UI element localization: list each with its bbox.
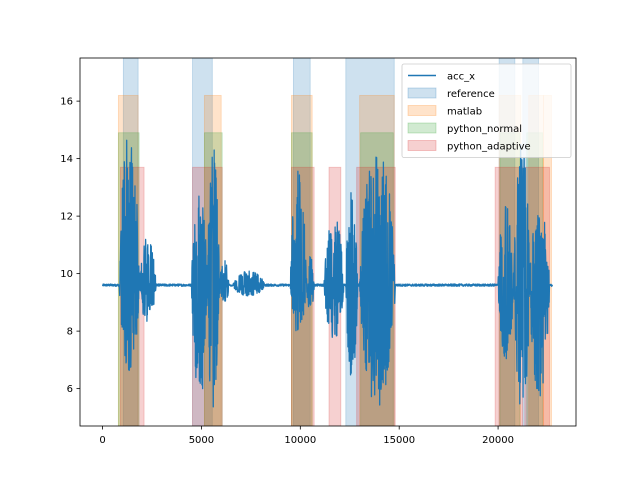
legend-handle-reference [407,87,437,99]
legend-handle-python_adaptive [407,140,437,151]
y-tick-label: 10 [60,269,73,280]
legend-handle-matlab [407,105,437,116]
x-axis: 0 5000 10000 15000 20000 [99,426,514,446]
y-axis: 6 8 10 12 14 16 [60,97,80,395]
legend-label-reference: reference [447,89,495,100]
x-tick-label: 15000 [383,435,415,446]
x-tick-label: 0 [99,435,105,446]
line-layer [101,139,554,408]
y-tick-label: 16 [60,97,73,108]
y-tick-label: 14 [60,154,73,165]
x-tick-label: 20000 [482,435,514,446]
legend-label-python_normal: python_normal [447,124,522,135]
plot-frame [79,57,577,427]
y-tick-label: 8 [67,327,73,338]
series-line-acc_x [101,139,554,408]
x-tick-label: 10000 [284,435,316,446]
y-tick-label: 12 [60,212,73,223]
y-tick-label: 6 [67,384,73,395]
legend: acc_x reference matlab python_normal python_… [401,63,572,158]
legend-label-matlab: matlab [447,107,482,118]
legend-label-python_adaptive: python_adaptive [447,142,531,153]
legend-box [401,63,572,158]
legend-handle-python_normal [407,122,437,134]
legend-label-acc_x: acc_x [447,72,475,83]
x-tick-label: 5000 [189,435,214,446]
